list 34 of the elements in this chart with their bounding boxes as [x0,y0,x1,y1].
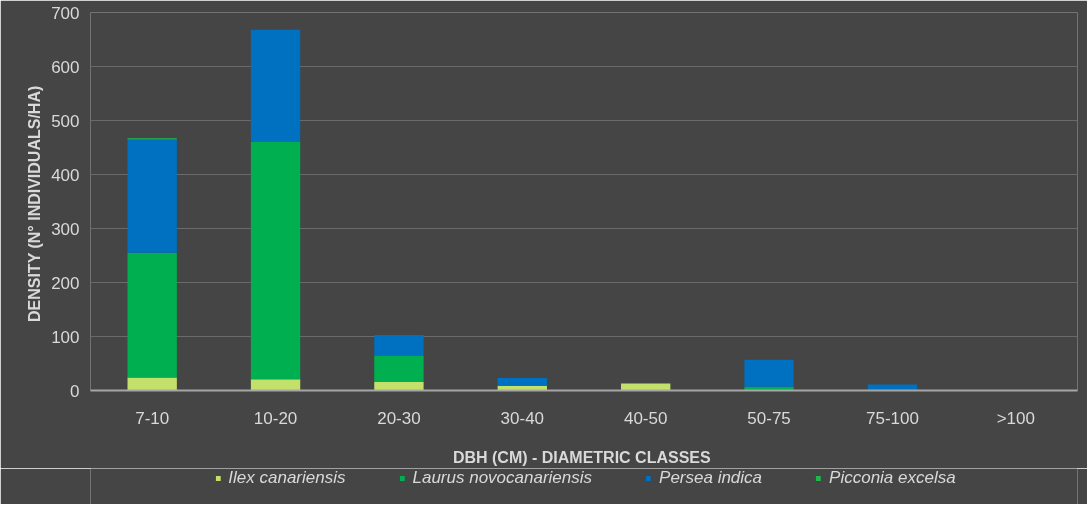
y-tick-label: 0 [70,381,80,401]
y-tick-label: 400 [51,165,80,185]
x-tick-label: 30-40 [500,408,545,428]
legend-label: Picconia excelsa [829,468,956,488]
bar [250,379,301,391]
x-tick-label: 20-30 [377,408,421,428]
bar [374,355,424,382]
x-tick-label: 7-10 [135,408,170,428]
y-tick-label: 200 [51,273,80,293]
bar [621,383,671,391]
bar [374,381,424,391]
bar [374,334,424,356]
y-tick-label: 500 [51,111,80,131]
y-tick-label: 300 [51,219,80,239]
y-tick-label: 600 [51,57,80,77]
y-tick-label: 100 [51,327,80,347]
bar [497,378,547,386]
bar [250,142,301,380]
y-tick-label: 700 [51,3,80,23]
bar [127,252,177,378]
legend-label: Persea indica [659,468,763,488]
legend-label: Laurus novocanariensis [412,468,593,488]
bar [127,139,177,253]
x-axis-title: DBH (CM) - DIAMETRIC CLASSES [452,448,711,466]
x-tick-label: 50-75 [747,408,791,428]
bar [127,377,177,391]
legend-label: Ilex canariensis [228,468,346,488]
x-tick-label: 40-50 [623,408,668,428]
bar [744,359,794,387]
x-tick-label: >100 [996,408,1035,428]
x-tick-label: 10-20 [253,408,298,428]
bar [250,29,301,143]
x-tick-label: 75-100 [865,408,919,428]
y-axis-title: DENSITY (N° INDIVIDUALS/HA) [26,85,44,323]
